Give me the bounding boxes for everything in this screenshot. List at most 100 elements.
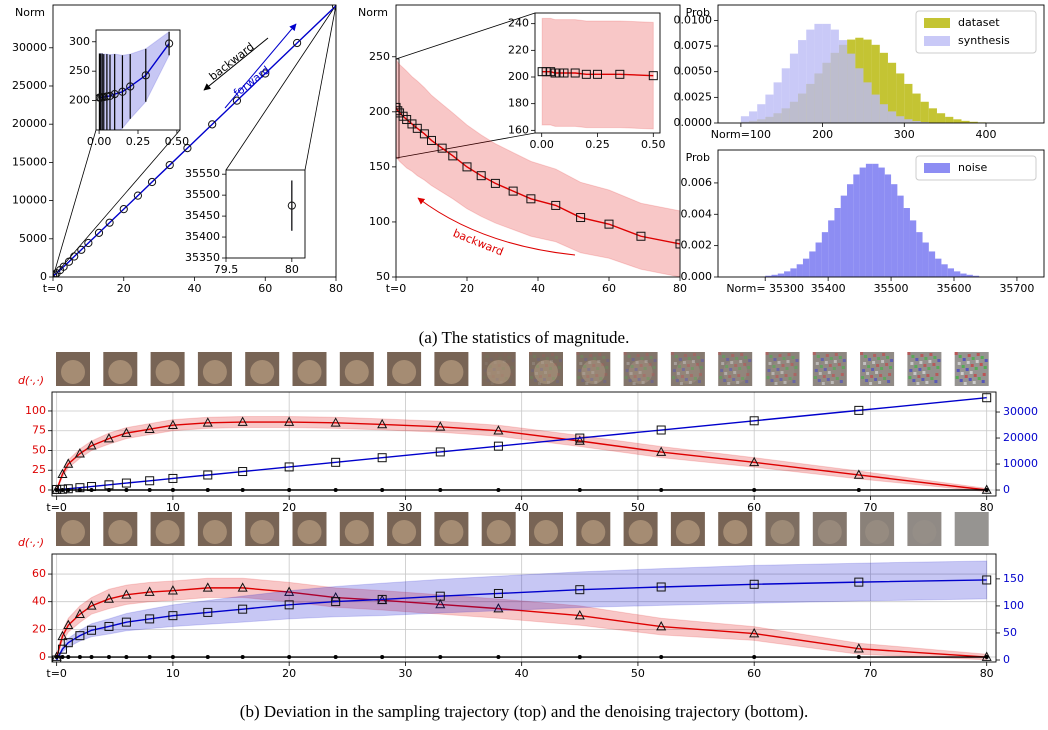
marker (89, 487, 94, 492)
y2-tick-label: 100 (1003, 599, 1024, 612)
thumbnail-noise (595, 374, 599, 377)
thumbnail-noise (930, 377, 934, 380)
marker (105, 91, 115, 100)
x-tick-label: 35700 (999, 282, 1034, 295)
hist-bar (972, 275, 980, 277)
hist-bar (891, 184, 898, 277)
thumbnail-noise (871, 368, 875, 371)
thumbnail-noise (792, 380, 796, 383)
thumbnail (623, 512, 658, 546)
thumbnail-noise (578, 369, 582, 372)
plot-frame (52, 4, 337, 278)
marker (462, 162, 472, 172)
thumbnail-noise (696, 356, 700, 359)
marker (577, 655, 582, 660)
y-tick-label: 0.004 (681, 207, 713, 220)
x-tick-label: 0.00 (87, 135, 112, 148)
thumbnail-noise (769, 355, 773, 358)
thumbnail-noise (700, 359, 704, 362)
thumbnail-noise (584, 358, 588, 361)
marker (292, 38, 302, 48)
thumbnail-noise (736, 381, 740, 384)
hist-bar (884, 174, 892, 277)
thumbnail-noise (979, 363, 983, 366)
x-tick-label: 40 (515, 667, 529, 680)
x-tick-label: Norm=100 (711, 128, 771, 141)
thumbnail-noise (954, 352, 958, 355)
y2-tick-label: 10000 (1003, 457, 1038, 470)
legend-swatch (924, 36, 950, 46)
marker (202, 582, 213, 592)
thumbnail-noise (698, 373, 702, 376)
legend-label: synthesis (958, 34, 1010, 47)
marker (427, 135, 436, 145)
thumbnail-face (770, 520, 795, 544)
hist-bar (784, 271, 791, 277)
thumbnail (954, 352, 989, 386)
thumbnail-noise (785, 367, 789, 370)
y-tick-label: 75 (32, 424, 46, 437)
x-tick-label: t=0 (46, 667, 67, 680)
hist-bar (887, 62, 897, 123)
thumbnail (387, 352, 422, 386)
thumbnail-noise (585, 382, 589, 385)
thumbnail-noise (880, 367, 884, 370)
hist-bar (806, 29, 815, 124)
thumbnail-noise (865, 379, 869, 382)
thumbnail-noise (641, 381, 645, 384)
x-tick-label: 50 (631, 501, 645, 514)
hist-bar (863, 82, 872, 123)
y2-tick-label: 0 (1003, 653, 1010, 666)
thumbnail-noise (735, 357, 739, 360)
hist-bar (765, 275, 772, 277)
thumbnail-face (108, 520, 133, 544)
marker (435, 598, 446, 609)
thumbnail-noise (971, 357, 975, 360)
thumbnail-noise (680, 375, 684, 378)
thumbnail (56, 512, 90, 546)
thumbnail-face (155, 520, 180, 544)
hist-bar (834, 208, 841, 277)
thumbnail-noise (511, 359, 515, 362)
thumbnail-noise (911, 355, 915, 358)
thumbnail (481, 352, 516, 386)
thumbnail-noise (683, 354, 687, 357)
thumbnail-noise (636, 354, 640, 357)
thumbnail-face (486, 360, 511, 384)
marker (496, 655, 501, 660)
thumbnail-noise (670, 352, 674, 355)
marker (508, 186, 518, 196)
marker (656, 446, 667, 456)
thumbnail-noise (724, 372, 728, 375)
marker (87, 625, 97, 635)
thumbnail-noise (676, 372, 680, 375)
thumbnail-noise (932, 363, 936, 366)
thumbnail-noise (862, 369, 866, 372)
thumbnail-noise (866, 372, 870, 375)
hist-bar (904, 83, 913, 123)
hist-bar (912, 121, 921, 123)
marker (675, 239, 680, 249)
thumbnail-noise (863, 362, 867, 365)
thumbnail-noise (914, 365, 918, 368)
x-tick-label: t=0 (46, 501, 67, 514)
thumbnail-noise (632, 382, 636, 385)
thumbnail-noise (864, 355, 868, 358)
thumbnail-noise (629, 372, 633, 375)
marker (89, 655, 94, 660)
thumbnail-noise (776, 368, 780, 371)
thumbnail-noise (544, 371, 547, 374)
thumbnail-noise (633, 375, 637, 378)
marker (144, 586, 155, 596)
hist-bar (809, 251, 816, 277)
hist-bar (903, 208, 910, 277)
thumbnail-noise (861, 376, 865, 379)
hist-bar (871, 44, 880, 123)
y-tick-label: 0 (40, 270, 47, 283)
thumbnail-noise (689, 374, 693, 377)
thumbnail-noise (506, 363, 510, 366)
thumbnail-noise (648, 363, 652, 366)
x-tick-label: 30 (398, 667, 412, 680)
thumbnail-noise (868, 358, 872, 361)
x-tick-label: 60 (747, 501, 761, 514)
